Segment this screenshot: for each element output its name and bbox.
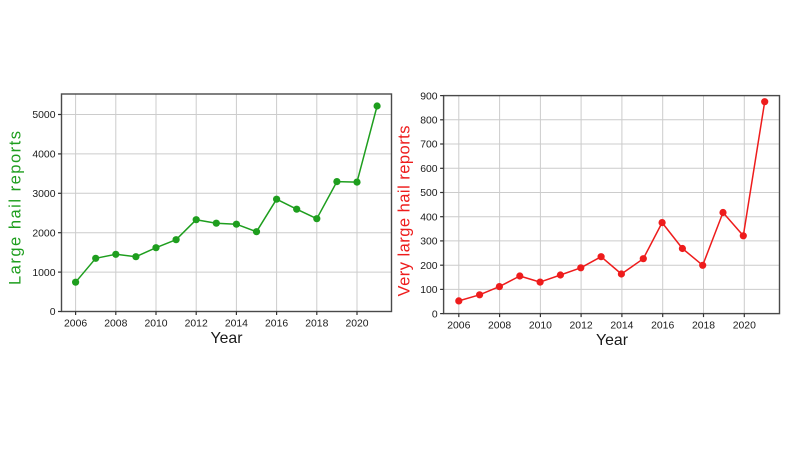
svg-text:200: 200 bbox=[420, 261, 438, 272]
svg-text:0: 0 bbox=[50, 307, 56, 318]
svg-text:2010: 2010 bbox=[529, 321, 552, 332]
svg-text:2000: 2000 bbox=[32, 228, 55, 239]
svg-text:2014: 2014 bbox=[225, 319, 248, 330]
svg-text:900: 900 bbox=[420, 91, 438, 102]
svg-text:500: 500 bbox=[420, 188, 438, 199]
svg-text:800: 800 bbox=[420, 116, 438, 127]
svg-text:2020: 2020 bbox=[733, 321, 756, 332]
svg-text:600: 600 bbox=[420, 164, 438, 175]
svg-text:2008: 2008 bbox=[104, 319, 127, 330]
svg-text:2016: 2016 bbox=[651, 321, 674, 332]
svg-text:2008: 2008 bbox=[488, 321, 511, 332]
svg-text:Year: Year bbox=[211, 330, 243, 347]
svg-text:4000: 4000 bbox=[32, 150, 55, 161]
svg-text:300: 300 bbox=[420, 237, 438, 248]
svg-text:Large hail reports: Large hail reports bbox=[7, 131, 25, 285]
svg-text:2012: 2012 bbox=[570, 321, 593, 332]
svg-text:100: 100 bbox=[420, 285, 438, 296]
svg-text:0: 0 bbox=[432, 309, 438, 320]
svg-text:700: 700 bbox=[420, 140, 438, 151]
svg-text:5000: 5000 bbox=[32, 110, 55, 121]
svg-text:2018: 2018 bbox=[692, 321, 715, 332]
svg-text:400: 400 bbox=[420, 212, 438, 223]
svg-text:2014: 2014 bbox=[610, 321, 633, 332]
svg-text:2016: 2016 bbox=[265, 319, 288, 330]
svg-text:2018: 2018 bbox=[305, 319, 328, 330]
svg-text:Year: Year bbox=[596, 332, 628, 349]
svg-text:2012: 2012 bbox=[185, 319, 208, 330]
svg-text:2006: 2006 bbox=[64, 319, 87, 330]
svg-text:3000: 3000 bbox=[32, 189, 55, 200]
svg-text:2020: 2020 bbox=[345, 319, 368, 330]
svg-text:1000: 1000 bbox=[32, 268, 55, 279]
svg-text:2010: 2010 bbox=[144, 319, 167, 330]
svg-text:Very large hail reports: Very large hail reports bbox=[396, 126, 414, 297]
svg-text:2006: 2006 bbox=[447, 321, 470, 332]
